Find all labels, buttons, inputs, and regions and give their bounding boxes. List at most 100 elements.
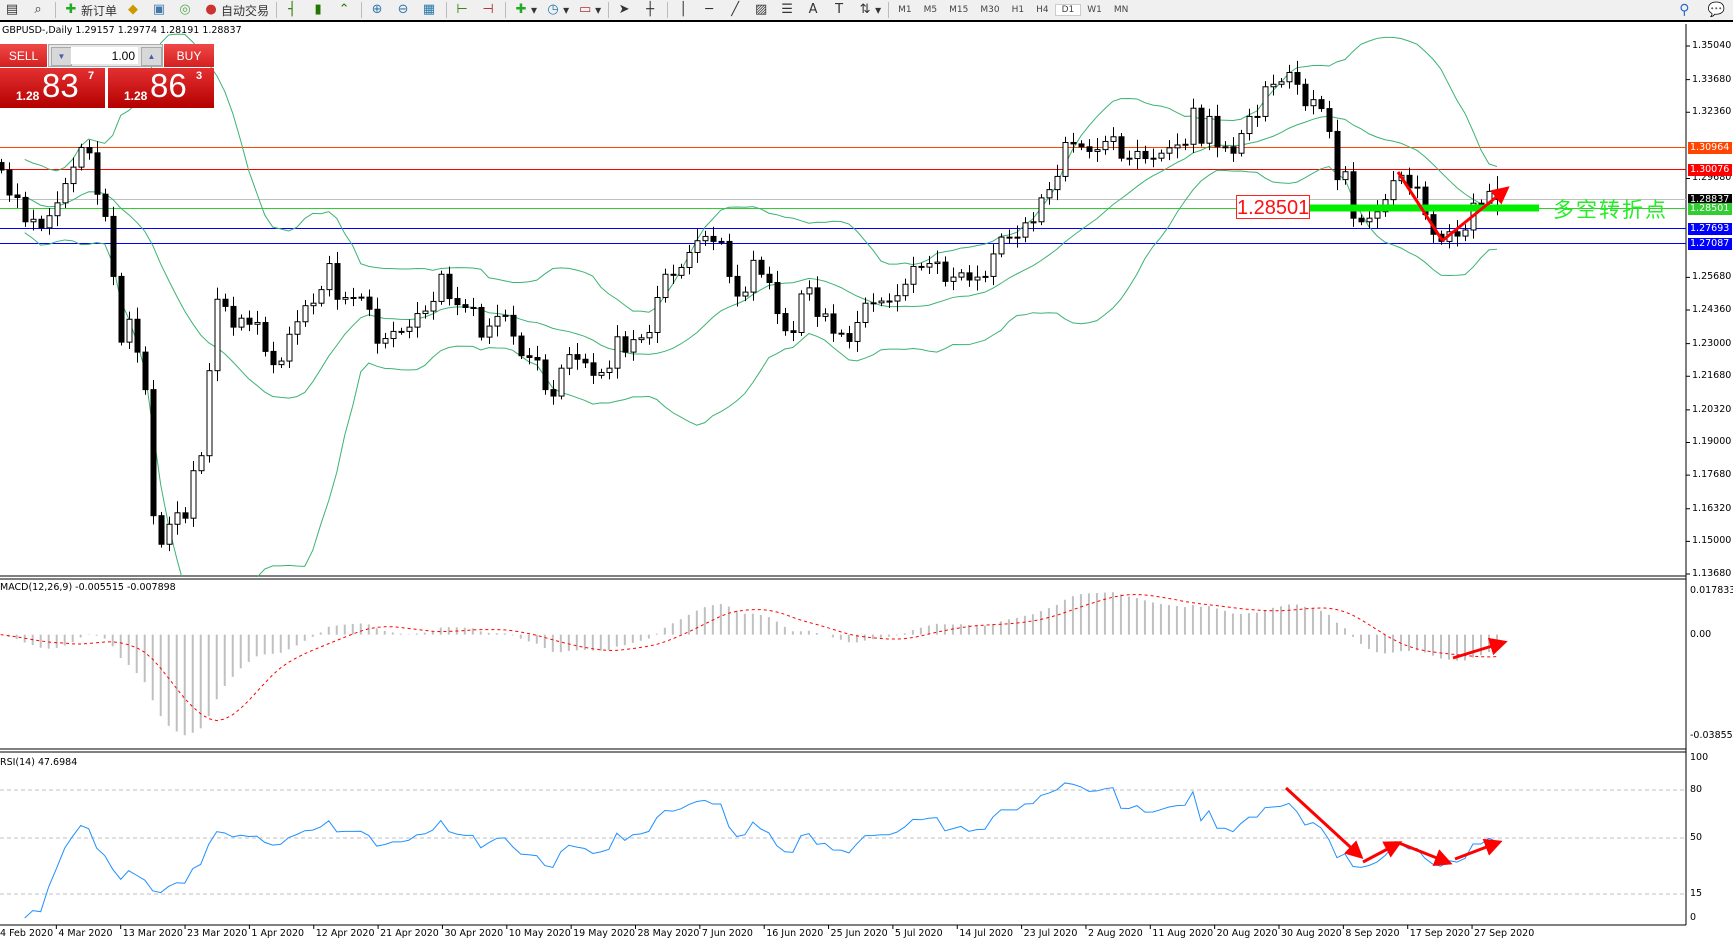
line-chart-button[interactable]: ⌃ [332, 0, 358, 20]
chart-shift-button[interactable]: ⊢ [450, 0, 476, 20]
lot-size-input[interactable] [71, 47, 138, 64]
signals-button[interactable]: ◎ [173, 0, 199, 20]
tile-windows-button[interactable]: ▦ [417, 0, 443, 20]
macd-up-arrow[interactable] [1452, 637, 1508, 660]
timeframe-m1[interactable]: M1 [898, 5, 912, 15]
separator [361, 2, 363, 18]
timeframe-mn[interactable]: MN [1113, 5, 1129, 15]
bear-candle-body [734, 275, 741, 297]
cursor-button[interactable]: ➤ [612, 0, 638, 20]
bull-candle-body [1022, 222, 1029, 238]
candle [1302, 78, 1309, 111]
equidistant-channel-button[interactable]: ▨ [749, 0, 775, 20]
bear-candle-body [1350, 171, 1357, 219]
zoom-in-button[interactable]: ⊕ [365, 0, 391, 20]
periods-button[interactable]: ◷ ▾ [541, 0, 573, 20]
search-icon[interactable]: ⚲ [1679, 2, 1690, 18]
candlestick-button[interactable]: ▮ [306, 0, 332, 20]
pivot-text-label[interactable]: 多空转折点 [1553, 198, 1668, 222]
candle [1198, 104, 1205, 147]
lot-decrease-icon[interactable]: ▼ [51, 47, 72, 66]
candle [62, 177, 69, 208]
autoscroll-icon: ⊣ [482, 2, 494, 17]
candle [990, 244, 997, 286]
chat-icon[interactable]: 💬 [1707, 2, 1725, 18]
indicators-button[interactable]: ✚ ▾ [509, 0, 541, 20]
terminal-button[interactable]: ▣ [147, 0, 173, 20]
candle [334, 251, 341, 310]
sell-button[interactable]: SELL [0, 44, 47, 67]
right-toolbar: ⚲ 💬 [1679, 2, 1725, 18]
timeframe-h1[interactable]: H1 [1011, 5, 1025, 15]
new-order-button[interactable]: ✚ 新订单 [59, 0, 121, 20]
autoscroll-button[interactable]: ⊣ [476, 0, 502, 20]
timeframe-m5[interactable]: M5 [923, 5, 938, 15]
crosshair-button[interactable]: ┼ [638, 0, 664, 20]
bull-candle-body [214, 298, 221, 372]
rsi-down-arrow[interactable] [1284, 786, 1364, 860]
candle [46, 208, 53, 235]
text-label-button[interactable]: T [827, 0, 853, 20]
bar-chart-button[interactable]: ┤ [280, 0, 306, 20]
bull-candle-body [598, 371, 605, 376]
candle [662, 268, 669, 303]
bull-candle-body [422, 310, 429, 315]
buy-label: BUY [176, 48, 202, 63]
arrows-button[interactable]: ⇅ ▾ [853, 0, 885, 20]
candle [790, 321, 797, 342]
candle [198, 451, 205, 475]
trendline-button[interactable]: ╱ [723, 0, 749, 20]
date-axis-label: 19 May 2020 [573, 928, 636, 939]
timeframe-m30[interactable]: M30 [980, 5, 1000, 15]
vertical-line-button[interactable]: │ [671, 0, 697, 20]
candle [1414, 175, 1421, 199]
bull-candle-body [750, 259, 757, 293]
rsi-down-arrow-2[interactable] [1398, 841, 1453, 866]
lot-size-stepper[interactable]: ▼ ▲ [48, 44, 163, 67]
timeframe-m15[interactable]: M15 [949, 5, 969, 15]
candle [398, 327, 405, 335]
candle [630, 329, 637, 361]
auto-trading-button[interactable]: ● 自动交易 [199, 0, 273, 20]
price-axis-label: 1.15000 [1692, 535, 1732, 547]
horizontal-line-button[interactable]: ─ [697, 0, 723, 20]
metaeditor-button[interactable]: ◆ [121, 0, 147, 20]
up-arrow[interactable] [1441, 186, 1510, 243]
down-arrow-line[interactable] [1396, 171, 1444, 241]
candle [574, 343, 581, 370]
candle [950, 267, 957, 291]
new-chart-button[interactable]: ▤ [0, 0, 26, 20]
buy-price-fraction: 3 [196, 70, 203, 82]
bull-candle-body [70, 166, 77, 185]
pivot-price-label[interactable]: 1.28501 [1236, 195, 1310, 219]
candle [734, 264, 741, 307]
navigator-button[interactable]: ⌕ [26, 0, 52, 20]
lot-increase-icon[interactable]: ▲ [141, 47, 162, 66]
macd-axis-label: -0.038559 [1690, 730, 1733, 741]
level-price-tag: 1.27087 [1688, 237, 1732, 250]
timeframe-d1[interactable]: D1 [1054, 4, 1082, 16]
bear-candle-body [1118, 136, 1125, 159]
candle [846, 325, 853, 349]
zoom-out-button[interactable]: ⊖ [391, 0, 417, 20]
templates-button[interactable]: ▭ ▾ [578, 2, 602, 17]
candle [422, 305, 429, 319]
text-button[interactable]: A [801, 0, 827, 20]
bull-candle-body [694, 240, 701, 253]
buy-button[interactable]: BUY [164, 44, 214, 67]
rsi-up-arrow[interactable] [1362, 841, 1403, 864]
bear-candle-body [334, 263, 341, 300]
bull-candle-body [798, 293, 805, 333]
buy-price-button[interactable]: 1.28 86 3 [108, 67, 214, 108]
sell-price-button[interactable]: 1.28 83 7 [0, 67, 105, 108]
timeframe-w1[interactable]: W1 [1087, 5, 1102, 15]
fibonacci-button[interactable]: ☰ [775, 0, 801, 20]
bull-candle-body [1038, 197, 1045, 223]
rsi-up-arrow-2[interactable] [1454, 838, 1503, 861]
candle [1110, 127, 1117, 151]
candle [918, 262, 925, 271]
date-axis-label: 5 Jul 2020 [894, 928, 943, 939]
bull-candle-body [678, 266, 685, 276]
timeframe-h4[interactable]: H4 [1036, 5, 1049, 15]
